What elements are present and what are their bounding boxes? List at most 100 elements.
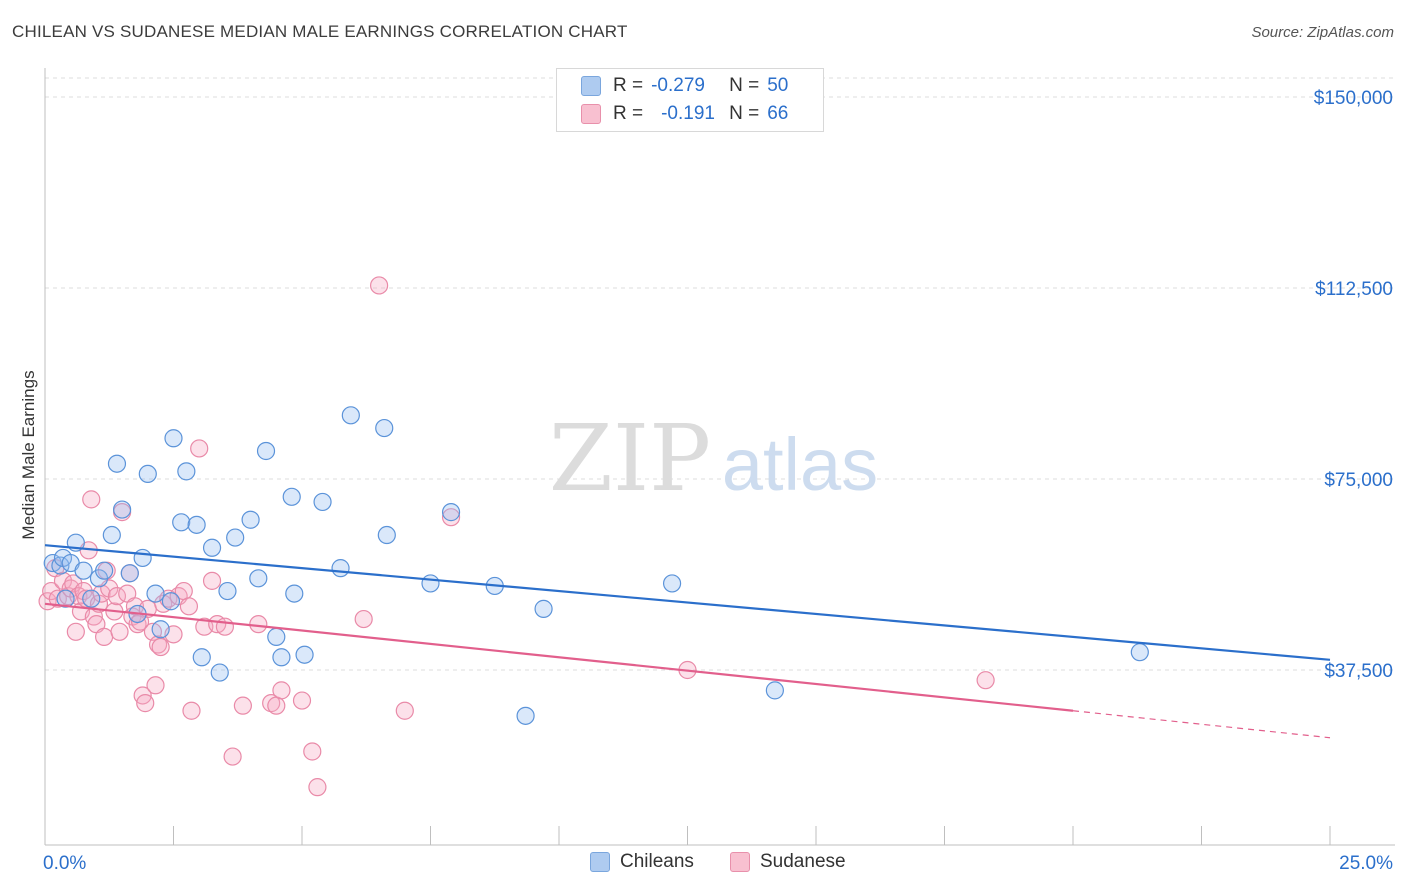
legend-row-sudanese: R = -0.191 N = 66 [581, 101, 788, 127]
chileans-point [421, 574, 440, 593]
chileans-legend-swatch [590, 852, 610, 872]
sudanese-point [190, 439, 209, 458]
chileans-point [172, 513, 191, 532]
chileans-point [112, 500, 132, 519]
chileans-point [164, 429, 183, 448]
chileans-point [662, 574, 682, 593]
chileans-point [375, 418, 394, 438]
sudanese-point [354, 609, 373, 629]
chileans-point [133, 548, 152, 568]
r-label: R = [613, 103, 644, 124]
sudanese-point [66, 622, 85, 641]
chileans-point [226, 528, 245, 547]
sudanese-point [303, 742, 322, 761]
sudanese-point [110, 622, 129, 641]
chileans-point [295, 645, 314, 664]
chileans-point [516, 706, 535, 725]
chileans-point [441, 503, 461, 522]
sudanese-legend-label: Sudanese [760, 851, 846, 872]
sudanese-point [42, 581, 61, 601]
chileans-point [256, 441, 276, 461]
y-tick-label: $75,000 [1324, 470, 1393, 491]
source-label: Source: ZipAtlas.com [1251, 24, 1394, 41]
chileans-point [56, 589, 75, 608]
watermark-atlas: atlas [722, 423, 878, 506]
correlation-legend: R = -0.279 N = 50 R = -0.191 N = 66 [556, 68, 824, 132]
sudanese-point [223, 747, 242, 766]
tick-labels: $37,500 $75,000 $112,500 $150,000 0.0% 25.0% [43, 88, 1393, 874]
y-tick-label: $37,500 [1324, 661, 1393, 682]
chileans-point [161, 592, 181, 611]
chileans-trend-line [44, 544, 1331, 661]
chileans-point [313, 492, 332, 512]
r-value-chileans: -0.279 [651, 75, 705, 96]
legend-item-sudanese: Sudanese [730, 851, 846, 873]
sudanese-point [262, 694, 281, 713]
sudanese-point [395, 701, 414, 720]
sudanese-point [136, 694, 155, 713]
chileans-point [218, 581, 237, 601]
chileans-point [377, 525, 396, 545]
axes [44, 68, 1395, 846]
legend-row-chileans: R = -0.279 N = 50 [581, 73, 788, 99]
chileans-swatch [581, 76, 601, 96]
sudanese-trend-extension [1072, 710, 1331, 739]
data-points [38, 276, 1149, 797]
watermark: ZIP atlas [549, 405, 878, 512]
chileans-point [1130, 643, 1149, 662]
x-tick-label: 0.0% [43, 853, 86, 874]
chileans-point [249, 569, 268, 588]
trend-lines [44, 544, 1331, 739]
x-tick-label: 25.0% [1339, 853, 1393, 874]
n-label: N = [729, 103, 760, 124]
chileans-point [74, 561, 93, 580]
sudanese-point [308, 778, 327, 797]
chileans-point [210, 663, 229, 682]
chileans-point [272, 648, 291, 667]
chileans-point [120, 564, 139, 583]
chileans-point [534, 599, 553, 618]
sudanese-point [215, 617, 234, 636]
sudanese-point [148, 635, 168, 654]
sudanese-point [146, 676, 165, 695]
y-tick-label: $150,000 [1314, 88, 1393, 109]
sudanese-point [179, 597, 199, 616]
chileans-point [82, 589, 101, 608]
sudanese-point [370, 276, 389, 295]
chileans-point [146, 584, 165, 603]
sudanese-point [292, 691, 312, 710]
sudanese-point [441, 508, 461, 527]
chileans-point [331, 559, 350, 578]
chart-title: CHILEAN VS SUDANESE MEDIAN MALE EARNINGS… [12, 22, 628, 41]
sudanese-point [151, 637, 170, 657]
n-value-sudanese: 66 [767, 103, 789, 124]
chileans-point [282, 487, 301, 506]
chileans-point [107, 454, 127, 473]
sudanese-point [267, 696, 286, 715]
chileans-point [285, 584, 304, 603]
sudanese-point [95, 627, 114, 646]
chileans-point [267, 627, 286, 646]
legend-item-chileans: Chileans [590, 851, 694, 873]
chileans-point [95, 561, 114, 580]
sudanese-point [272, 681, 291, 700]
sudanese-trend-line [44, 602, 1074, 712]
chileans-point [192, 648, 211, 667]
watermark-zip: ZIP [549, 405, 711, 512]
chileans-point [151, 620, 170, 639]
chileans-point [765, 681, 784, 700]
sudanese-point [182, 701, 201, 720]
chileans-point [187, 515, 206, 534]
sudanese-point [976, 671, 995, 690]
chileans-point [202, 538, 222, 557]
r-value-sudanese: -0.191 [661, 103, 715, 124]
sudanese-legend-swatch [730, 852, 750, 872]
chileans-point [341, 406, 360, 425]
sudanese-point [233, 696, 252, 715]
y-tick-label: $112,500 [1315, 279, 1393, 300]
n-value-chileans: 50 [767, 75, 789, 96]
chileans-legend-label: Chileans [620, 851, 694, 872]
sudanese-point [82, 490, 101, 509]
chileans-point [102, 525, 121, 545]
sudanese-point [128, 615, 147, 634]
